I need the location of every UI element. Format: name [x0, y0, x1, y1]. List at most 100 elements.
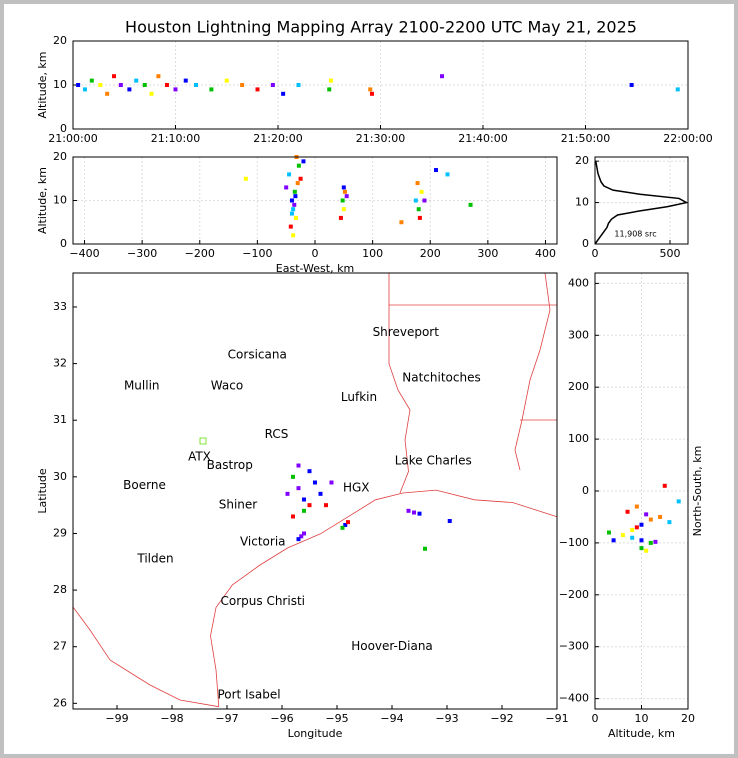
lightning-source — [194, 83, 198, 87]
y-tick-label: 0 — [60, 122, 67, 135]
lightning-source — [270, 83, 275, 87]
y-tick-label: 33 — [53, 300, 67, 313]
lightning-source — [343, 522, 348, 527]
lightning-source — [413, 198, 418, 203]
mexico-border — [72, 606, 219, 708]
lightning-source — [368, 87, 373, 92]
x-tick-label: −400 — [69, 247, 99, 260]
x-tick-label: 100 — [362, 247, 383, 260]
x-tick-label: −97 — [215, 712, 238, 725]
lightning-source — [164, 83, 169, 87]
lightning-source — [173, 87, 178, 92]
place-label: HGX — [343, 481, 370, 495]
lightning-source — [289, 198, 294, 203]
axes-frame — [72, 156, 558, 245]
lightning-source — [134, 78, 139, 83]
x-axis-label: Altitude, km — [608, 727, 675, 740]
place-label: Mullin — [124, 379, 160, 393]
x-tick-label: −300 — [127, 247, 157, 260]
lightning-source — [307, 469, 312, 474]
lightning-source — [648, 517, 653, 522]
lightning-source — [302, 508, 306, 513]
y-tick-label: 0 — [582, 484, 589, 497]
lightning-source — [285, 491, 290, 496]
place-label: Corsicana — [228, 348, 287, 362]
lightning-source — [183, 78, 188, 83]
y-tick-label: 10 — [53, 194, 67, 207]
lightning-source — [281, 91, 286, 96]
y-tick-label: 20 — [53, 150, 67, 163]
x-tick-label: 21:40:00 — [458, 132, 507, 145]
state-border — [388, 273, 411, 494]
lightning-source — [342, 189, 347, 194]
lightning-source — [118, 83, 123, 87]
x-tick-label: 300 — [477, 247, 498, 260]
lightning-source — [644, 512, 649, 517]
lightning-source — [105, 91, 110, 96]
place-label: Hoover-Diana — [351, 639, 433, 653]
lightning-source — [302, 497, 306, 502]
lightning-source — [417, 511, 422, 516]
lightning-source — [292, 189, 297, 194]
x-tick-label: 500 — [660, 247, 681, 260]
lightning-source — [676, 499, 681, 504]
x-tick-label: 22:00:00 — [663, 132, 712, 145]
lightning-source — [296, 163, 301, 168]
lightning-source — [629, 83, 634, 87]
lightning-source — [149, 91, 154, 96]
lightning-source — [324, 503, 328, 508]
lightning-source — [288, 224, 293, 229]
lightning-source — [422, 198, 427, 203]
lightning-source — [419, 189, 424, 194]
y-tick-label: 200 — [568, 380, 589, 393]
lightning-source — [255, 87, 260, 92]
lightning-source — [284, 185, 289, 190]
x-tick-label: −94 — [380, 712, 403, 725]
lightning-source — [340, 525, 345, 530]
lightning-source — [369, 91, 374, 96]
x-tick-label: −93 — [435, 712, 458, 725]
lightning-source — [298, 176, 303, 181]
lightning-source — [417, 215, 422, 220]
place-label: Corpus Christi — [221, 594, 306, 608]
y-tick-label: −400 — [559, 692, 589, 705]
lightning-source — [299, 534, 304, 539]
lightning-source — [399, 220, 404, 225]
y-tick-label: −300 — [559, 640, 589, 653]
y-tick-label: 20 — [53, 34, 67, 47]
altitude-histogram — [594, 161, 689, 245]
lightning-source — [634, 525, 639, 530]
lightning-source — [302, 531, 306, 536]
lightning-source — [243, 176, 248, 181]
y-tick-label: 100 — [568, 432, 589, 445]
place-label: Boerne — [123, 478, 166, 492]
x-tick-label: 0 — [312, 247, 319, 260]
lightning-source — [675, 87, 680, 92]
lightning-source — [98, 83, 103, 87]
lightning-source — [89, 78, 94, 83]
lightning-source — [329, 480, 334, 485]
lightning-source — [434, 168, 438, 173]
lightning-source — [240, 83, 245, 87]
place-label: ATX — [188, 450, 211, 464]
y-tick-label: 27 — [53, 640, 67, 653]
x-axis-label: East-West, km — [276, 262, 354, 275]
lightning-source — [313, 480, 317, 485]
x-tick-label: 20 — [681, 712, 695, 725]
x-tick-label: 400 — [535, 247, 556, 260]
river-border — [514, 272, 551, 471]
map-borders — [72, 272, 558, 708]
place-label: RCS — [265, 427, 289, 441]
axes-frame — [594, 272, 689, 710]
figure-title: Houston Lightning Mapping Array 2100-220… — [125, 18, 637, 37]
lightning-source — [667, 520, 672, 525]
lightning-source — [328, 78, 333, 83]
lightning-source — [296, 486, 301, 491]
lightning-source — [127, 87, 132, 92]
lightning-source — [291, 514, 295, 519]
x-tick-label: −96 — [270, 712, 293, 725]
lightning-source — [639, 522, 644, 527]
place-label: Shreveport — [373, 325, 440, 339]
y-axis-label: Latitude — [36, 468, 49, 514]
